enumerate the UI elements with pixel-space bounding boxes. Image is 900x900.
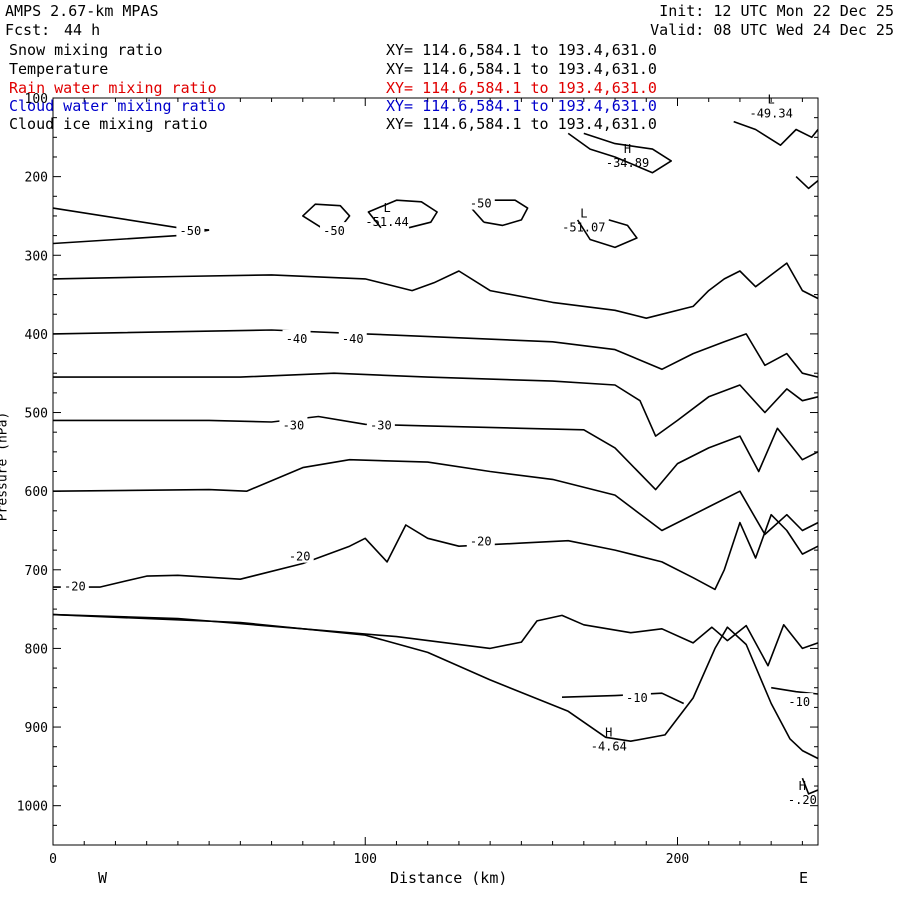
contour-label-bg (285, 547, 314, 563)
contour-label: -30 (370, 418, 392, 432)
x-end-label-east: E (799, 869, 809, 887)
contour-line (561, 692, 685, 705)
model-title: AMPS 2.67-km MPAS (5, 2, 159, 20)
extremum-value: -51.44 (365, 215, 408, 229)
extremum-marker: H (799, 779, 806, 793)
init-time: Init: 12 UTC Mon 22 Dec 25 (659, 2, 894, 20)
contour-label-bg (466, 532, 495, 548)
contour-line (576, 219, 638, 249)
y-tick-label: 100 (25, 92, 48, 107)
forecast-label: Fcst: (5, 21, 51, 39)
contour-label-bg (466, 194, 495, 210)
y-axis-label: Pressure (hPa) (0, 411, 11, 522)
contour-line (367, 199, 438, 229)
field-xy-temperature: XY= 114.6,584.1 to 193.4,631.0 (386, 60, 657, 78)
contour-label: -50 (470, 197, 492, 211)
extremum-value: -51.07 (562, 221, 605, 235)
y-tick-label: 800 (25, 642, 48, 657)
x-axis-label: Distance (km) (390, 869, 508, 887)
x-tick-label: 100 (354, 852, 377, 867)
contour-label: -10 (626, 691, 648, 705)
field-name-snow: Snow mixing ratio (9, 41, 163, 59)
extremum-marker: H (624, 142, 631, 156)
contour-label-bg (176, 222, 205, 238)
valid-time: Valid: 08 UTC Wed 24 Dec 25 (650, 21, 894, 39)
y-tick-label: 200 (25, 171, 48, 186)
field-xy-snow: XY= 114.6,584.1 to 193.4,631.0 (386, 41, 657, 59)
contour-label: -50 (323, 224, 345, 238)
y-tick-label: 600 (25, 485, 48, 500)
extremum-value: -34.89 (606, 156, 649, 170)
contour-line (795, 176, 819, 190)
contour-label-bg (366, 416, 395, 432)
contour-label-bg (282, 329, 311, 345)
extremum-value: -.20 (788, 793, 817, 807)
y-tick-label: 400 (25, 328, 48, 343)
contour-label: -40 (286, 332, 308, 346)
field-xy-rain: XY= 114.6,584.1 to 193.4,631.0 (386, 79, 657, 97)
contour-line (52, 329, 819, 378)
field-name-rain: Rain water mixing ratio (9, 79, 217, 97)
field-name-temperature: Temperature (9, 60, 109, 78)
field-name-cloud-ice: Cloud ice mixing ratio (9, 115, 208, 133)
y-tick-label: 300 (25, 249, 48, 264)
contour-line (771, 686, 819, 695)
contour-label: -40 (342, 332, 364, 346)
contour-line (53, 372, 819, 437)
contour-label: -20 (470, 535, 492, 549)
extremum-value: -4.64 (591, 739, 627, 753)
contour-label-bg (60, 577, 89, 593)
contour-label-bg (279, 416, 308, 432)
contour-label-bg (338, 329, 367, 345)
extremum-value: -49.34 (749, 107, 792, 121)
y-tick-label: 700 (25, 564, 48, 579)
field-xy-cloud-ice: XY= 114.6,584.1 to 193.4,631.0 (386, 115, 657, 133)
x-tick-label: 200 (666, 852, 689, 867)
extremum-marker: L (383, 201, 390, 215)
contour-label: -30 (283, 418, 305, 432)
forecast-hours: 44 h (64, 21, 101, 39)
contour-line (52, 262, 819, 319)
y-tick-label: 500 (25, 407, 48, 422)
contour-line (52, 613, 819, 760)
contour-line (52, 613, 819, 667)
x-tick-label: 0 (49, 852, 57, 867)
x-end-label-west: W (98, 869, 108, 887)
y-tick-label: 900 (25, 721, 48, 736)
contour-label-bg (320, 222, 349, 238)
extremum-marker: H (605, 725, 612, 739)
y-tick-label: 1000 (17, 800, 48, 815)
contour-line (302, 203, 351, 229)
contour-line (53, 513, 819, 591)
contour-line (52, 458, 819, 536)
contour-label: -20 (289, 550, 311, 564)
extremum-marker: L (768, 93, 775, 107)
contour-label: -50 (180, 224, 202, 238)
contour-label: -20 (64, 580, 86, 594)
extremum-marker: L (580, 207, 587, 221)
contour-line (801, 777, 819, 795)
contour-label-bg (785, 693, 814, 709)
contour-line (53, 415, 819, 491)
contour-line (733, 120, 819, 146)
contour-label-bg (622, 689, 651, 705)
contour-label: -10 (788, 695, 810, 709)
field-xy-cloud-water: XY= 114.6,584.1 to 193.4,631.0 (386, 97, 657, 115)
field-name-cloud-water: Cloud water mixing ratio (9, 97, 226, 115)
contour-line (567, 132, 672, 174)
